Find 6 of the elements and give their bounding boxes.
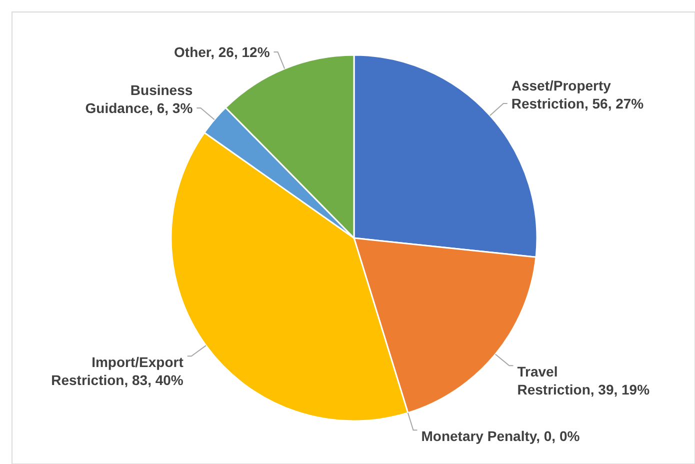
slice-label: Import/Export Restriction, 83, 40% xyxy=(51,354,184,388)
legend-label: Monetary Penalty, 0, 0% xyxy=(421,428,580,444)
slice-label: Other, 26, 12% xyxy=(174,44,270,60)
slice-label: Travel Restriction, 39, 19% xyxy=(517,364,650,398)
slice-label: Business Guidance, 6, 3% xyxy=(85,82,194,116)
slice-label: Asset/Property Restriction, 56, 27% xyxy=(511,78,644,112)
